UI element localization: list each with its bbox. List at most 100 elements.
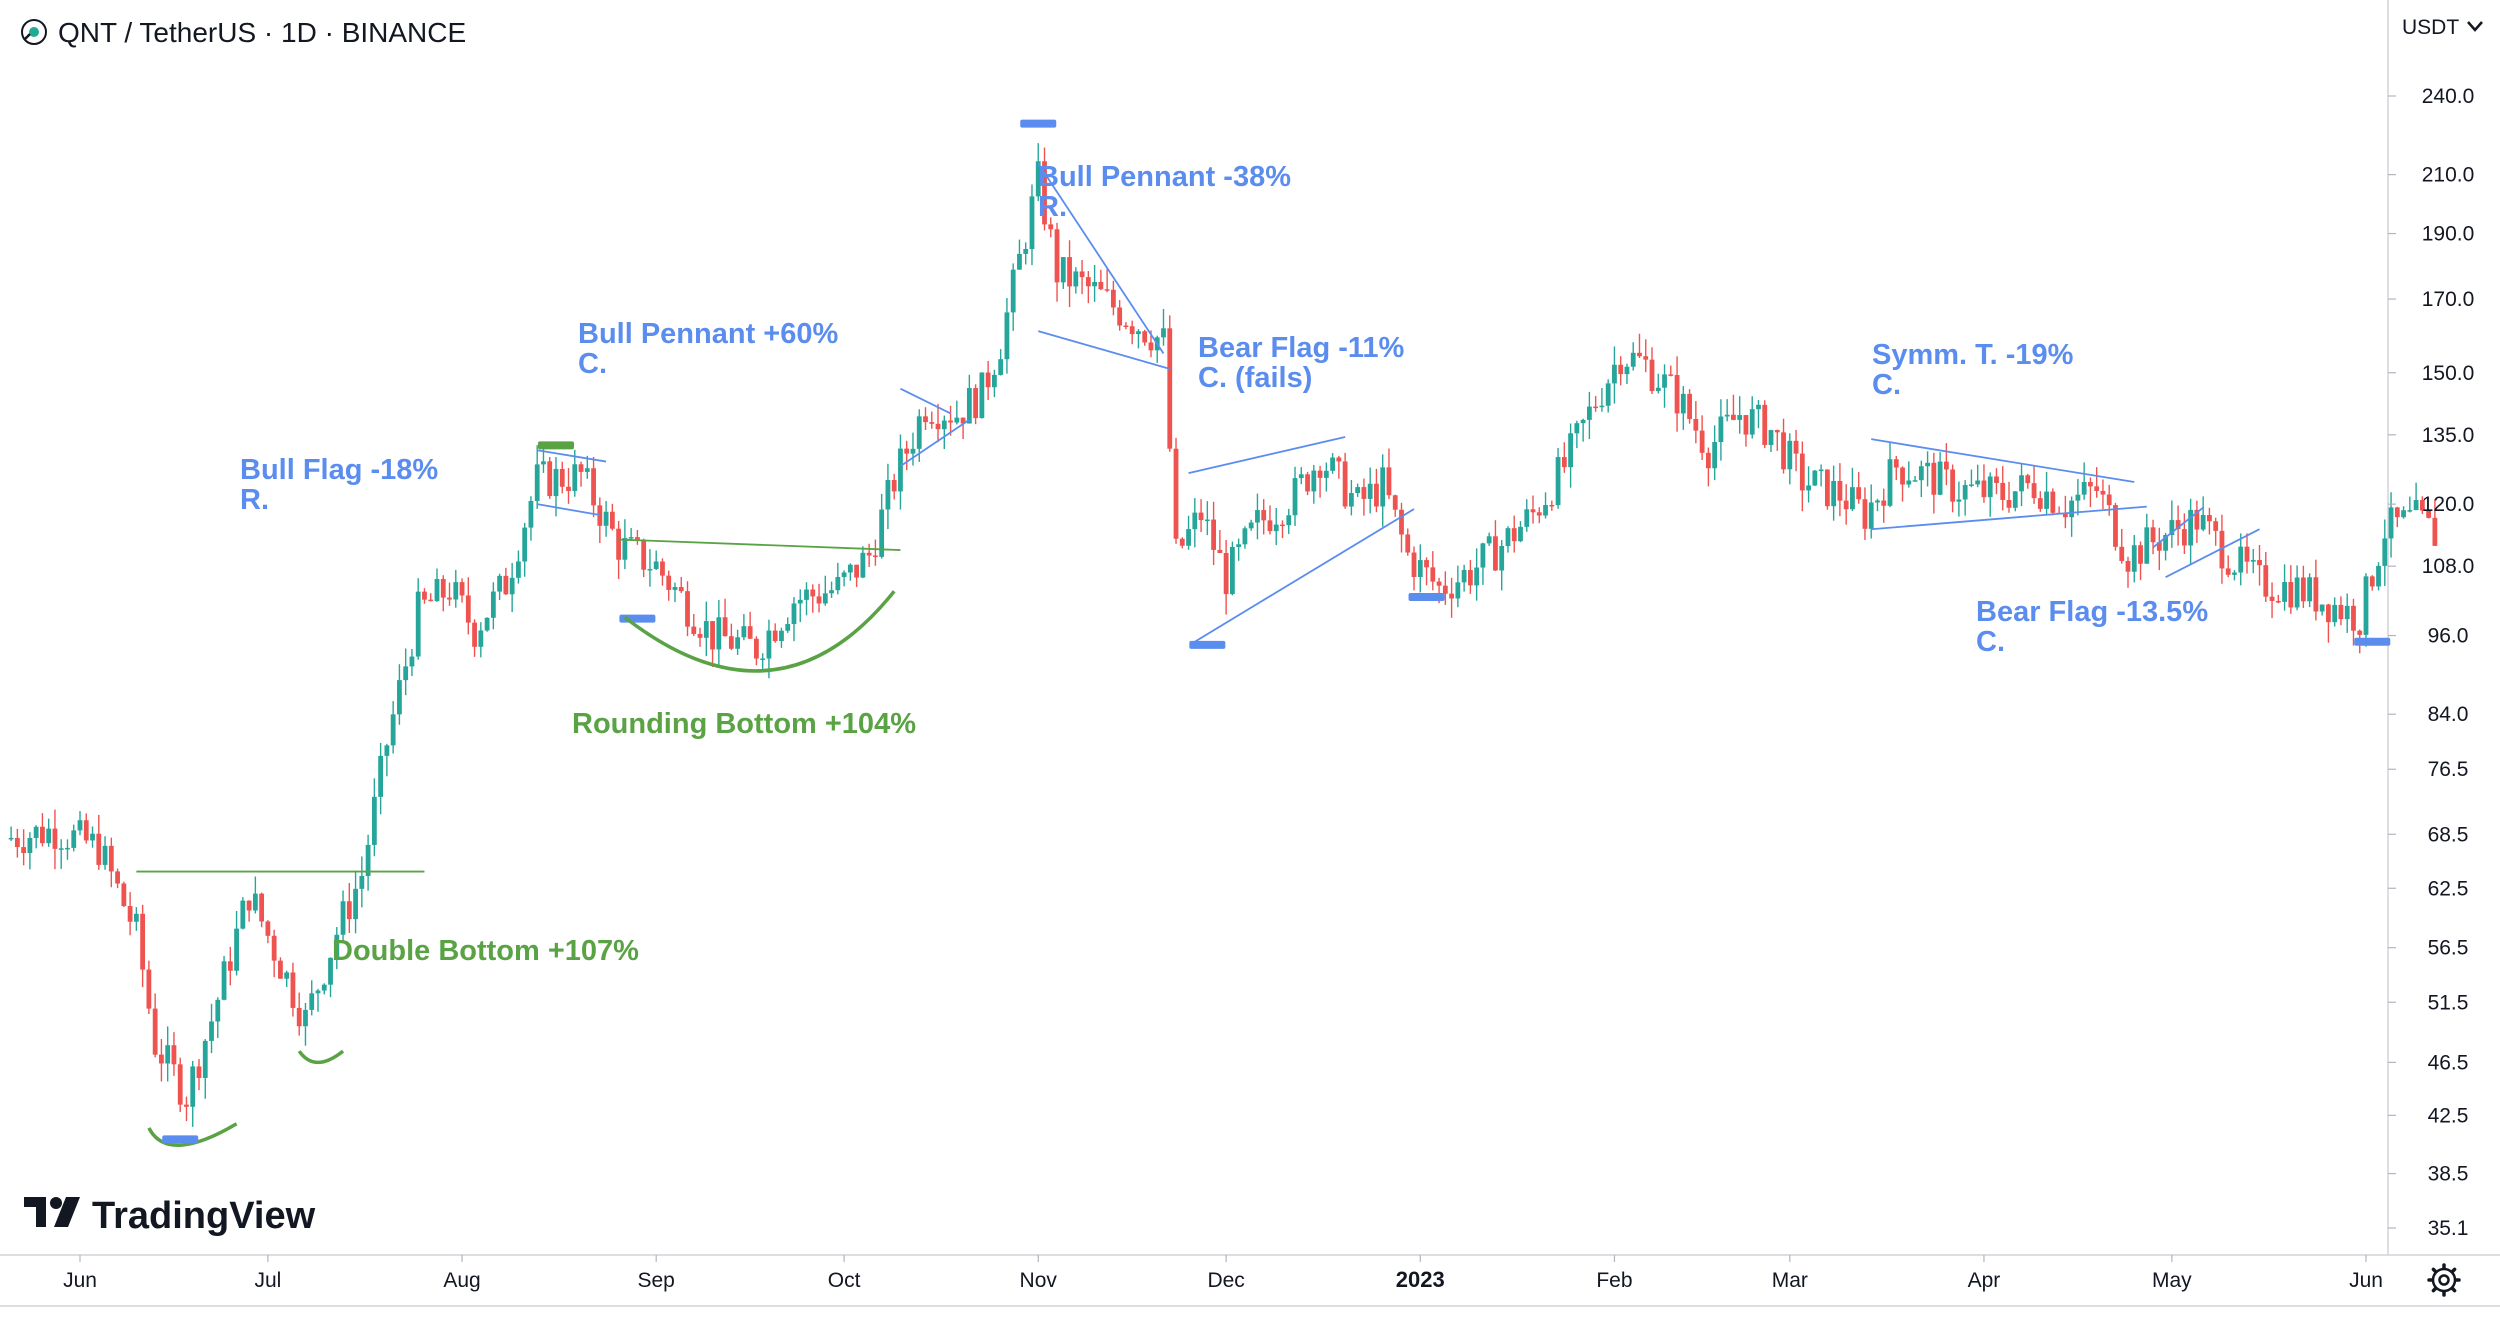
candle-body xyxy=(202,1040,208,1078)
candle-body xyxy=(108,845,114,872)
candle-body xyxy=(1812,470,1818,486)
candle-body xyxy=(1079,271,1085,278)
candle-body xyxy=(1117,307,1123,326)
candle-body xyxy=(1943,461,1949,470)
candle-body xyxy=(1881,500,1887,506)
price-tick-label: 240.0 xyxy=(2422,85,2475,108)
candle-body xyxy=(1850,487,1855,510)
annotation-line: C. xyxy=(578,348,607,380)
candle-body xyxy=(71,830,77,848)
candle-body xyxy=(1680,393,1686,414)
candle-body xyxy=(422,591,427,600)
candle-body xyxy=(1198,512,1204,521)
time-tick-label: Nov xyxy=(1020,1269,1058,1292)
pennant-top-marker xyxy=(1020,119,1057,128)
candle-body xyxy=(2200,515,2206,530)
candle-body xyxy=(1518,526,1523,542)
candle-body xyxy=(1499,546,1505,571)
candle-body xyxy=(1242,528,1248,545)
candle-body xyxy=(998,359,1004,375)
candle-body xyxy=(1818,469,1824,472)
candle-body xyxy=(647,568,653,571)
symm-triangle-upper-line xyxy=(1871,438,2135,483)
candle-body xyxy=(1035,161,1041,197)
candle-body xyxy=(1605,383,1611,406)
candle-body xyxy=(910,448,916,454)
candle-body xyxy=(2131,545,2137,572)
bear-flag-2-low-marker xyxy=(2354,637,2391,646)
candle-body xyxy=(1824,469,1830,507)
candle-body xyxy=(528,500,534,528)
annotations-group: Double Bottom +107%Bull Flag -18% R.Round… xyxy=(240,161,2208,967)
candle-body xyxy=(1029,196,1035,250)
bear-pennant-upper-line xyxy=(1037,163,1165,354)
candle-body xyxy=(290,972,296,1008)
candle-body xyxy=(1749,409,1755,435)
candle-body xyxy=(835,576,841,591)
candle-body xyxy=(1762,404,1768,445)
candle-body xyxy=(1737,415,1743,420)
candle-body xyxy=(365,844,371,877)
candle-body xyxy=(2044,491,2049,509)
chevron-down-icon[interactable] xyxy=(2467,21,2483,32)
candle-body xyxy=(628,537,634,539)
candle-body xyxy=(177,1064,183,1105)
candle-body xyxy=(1768,430,1774,445)
price-axis[interactable]: 240.0 210.0 190.0 170.0 150.0 135.0 120.0 108.0… xyxy=(2388,85,2474,1240)
candle-body xyxy=(1298,474,1304,479)
pattern-annotation: Bull Pennant +60% C. xyxy=(578,318,838,380)
candle-body xyxy=(33,826,39,838)
candle-body xyxy=(121,883,127,906)
currency-selector[interactable]: USDT xyxy=(2402,16,2483,39)
time-tick-label: Apr xyxy=(1968,1269,2001,1292)
candle-body xyxy=(873,555,878,558)
annotation-line: Bear Flag -11% xyxy=(1198,332,1405,364)
candle-body xyxy=(2019,475,2024,492)
candle-body xyxy=(133,913,139,922)
candle-body xyxy=(171,1045,177,1065)
candle-body xyxy=(159,1054,164,1064)
candle-body xyxy=(21,847,27,854)
candle-body xyxy=(252,893,258,911)
candle-body xyxy=(1355,487,1361,494)
tradingview-brand[interactable]: TradingView xyxy=(24,1195,316,1237)
candle-body xyxy=(804,589,809,600)
candle-body xyxy=(428,599,434,602)
candle-body xyxy=(2232,572,2237,575)
candle-body xyxy=(1123,325,1129,328)
candle-body xyxy=(929,422,935,424)
candle-body xyxy=(916,416,922,449)
candle-body xyxy=(1361,487,1367,499)
candle-body xyxy=(1467,569,1473,586)
candle-body xyxy=(572,464,578,491)
candle-body xyxy=(2075,494,2081,501)
candle-body xyxy=(847,564,853,573)
gear-icon[interactable] xyxy=(2427,1263,2461,1297)
candle-body xyxy=(1348,493,1354,507)
candle-body xyxy=(484,617,490,631)
candle-body xyxy=(923,416,928,423)
double-bottom-arc-left xyxy=(147,1122,238,1147)
candle-body xyxy=(622,537,628,560)
candle-body xyxy=(328,957,333,985)
candle-body xyxy=(2326,604,2331,623)
candle-body xyxy=(885,480,891,510)
candle-body xyxy=(2407,510,2413,512)
candle-body xyxy=(227,961,233,971)
candle-body xyxy=(2388,507,2394,539)
candle-body xyxy=(315,990,321,994)
candle-body xyxy=(797,599,803,604)
drawings-group xyxy=(136,119,2391,1147)
candle-body xyxy=(954,417,960,423)
annotation-line: Bull Pennant -38% xyxy=(1038,161,1291,193)
symbol-header[interactable]: QNT / TetherUS · 1D · BINANCE xyxy=(21,17,466,48)
time-axis[interactable]: Jun Jul Aug Sep Oct Nov Dec 2023 Feb Mar Apr May Jun xyxy=(63,1255,2383,1292)
candle-body xyxy=(371,796,377,845)
time-tick-label: Jun xyxy=(63,1269,97,1292)
bear-flag-upper-line xyxy=(1188,436,1346,474)
candle-body xyxy=(184,1104,189,1107)
candle-body xyxy=(841,572,847,577)
candle-body xyxy=(2194,509,2200,530)
candle-body xyxy=(960,417,966,424)
